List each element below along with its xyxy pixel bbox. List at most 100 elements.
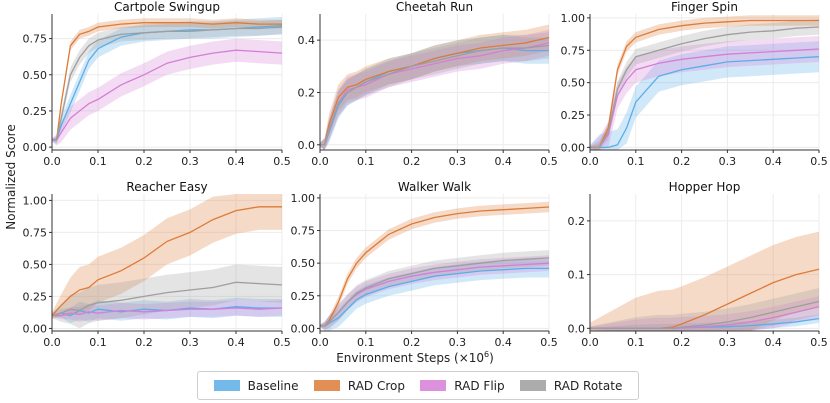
y-tick-label: 0.25 [561,109,586,122]
x-tick-label: 0.2 [673,155,691,168]
x-tick-label: 0.1 [89,336,107,349]
x-tick-label: 0.4 [494,336,512,349]
y-tick-label: 1.00 [291,192,316,205]
x-tick-label: 0.3 [181,155,199,168]
panel-title: Walker Walk [398,180,471,194]
x-tick-label: 0.1 [357,336,375,349]
panel-title: Reacher Easy [126,180,207,194]
legend-label-baseline: Baseline [247,378,299,393]
legend-item-rad-flip: RAD Flip [420,379,505,393]
y-tick-label: 0.0 [568,322,586,335]
legend-label-rad-rotate: RAD Rotate [553,378,623,393]
y-tick-label: 0.75 [23,33,48,46]
band-baseline [52,16,282,145]
band-rad-rotate [320,32,549,150]
y-tick-label: 0.25 [23,105,48,118]
band-rad-crop [320,24,549,150]
series-line-rad-crop [590,19,819,149]
panel-walker-walk: 0.0 0.1 0.2 0.3 0.4 0.5 0.00 0.25 0.50 0.75 1.00 Wa… [291,180,558,349]
series-line-rad-crop [51,206,282,317]
panel-reacher-easy: 0.0 0.1 0.2 0.3 0.4 0.5 0.00 0.25 0.50 0.75 1.00 Re… [23,180,291,349]
series-line-rad-crop [320,36,550,146]
x-tick-label: 0.1 [627,336,645,349]
x-tick-label: 0.0 [43,155,61,168]
x-tick-label: 0.0 [311,155,329,168]
x-tick-label: 0.3 [449,155,467,168]
panel-cartpole-swingup: 0.0 0.1 0.2 0.3 0.4 0.5 0.00 0.25 0.50 0.75 Cartpo… [23,0,291,168]
x-tick-label: 0.5 [273,155,291,168]
y-tick-label: 0.00 [561,141,586,154]
legend-swatch-rad-rotate [519,380,546,391]
y-tick-label: 0.00 [23,322,48,335]
band-baseline [590,314,819,331]
legend: Baseline RAD Crop RAD Flip RAD Rotate [197,371,639,400]
panel-finger-spin: 0.0 0.1 0.2 0.3 0.4 0.5 0.00 0.25 0.50 0.75 1.00 Fi… [561,0,828,168]
y-tick-label: 0.00 [291,322,316,335]
legend-label-rad-crop: RAD Crop [347,378,405,393]
x-tick-label: 0.5 [810,336,828,349]
legend-item-rad-crop: RAD Crop [313,378,405,393]
panel-title: Cheetah Run [396,0,473,14]
series-line-rad-crop [52,22,282,141]
band-rad-flip [590,296,819,331]
band-rad-rotate [590,19,819,151]
legend-swatch-rad-crop [313,380,340,391]
x-tick-label: 0.0 [581,336,599,349]
y-tick-label: 0.25 [291,290,316,303]
legend-swatch-baseline [213,380,240,391]
x-tick-label: 0.3 [181,336,199,349]
x-tick-label: 0.2 [403,336,421,349]
y-tick-label: 0.4 [298,34,316,47]
x-tick-label: 0.4 [227,155,245,168]
x-tick-label: 0.1 [357,155,375,168]
y-tick-label: 1.00 [23,194,48,207]
x-tick-label: 0.2 [135,155,153,168]
series-line-rad-rotate [320,44,550,146]
y-tick-label: 0.2 [568,215,586,228]
y-tick-label: 0.75 [561,44,586,57]
x-tick-label: 0.2 [403,155,421,168]
panel-hopper-hop: 0.0 0.1 0.2 0.3 0.4 0.5 0.0 0.1 0.2 Hopper Hop [568,180,828,349]
x-tick-label: 0.5 [540,336,558,349]
band-baseline [320,259,549,331]
x-tick-label: 0.2 [135,336,153,349]
y-tick-label: 0.50 [561,77,586,90]
panel-title: Hopper Hop [669,180,741,194]
x-tick-label: 0.3 [449,336,467,349]
x-tick-label: 0.0 [43,336,61,349]
x-axis-label: Environment Steps (×106) [336,350,494,365]
series-line-rad-rotate [590,26,820,149]
panel-title: Finger Spin [671,0,738,14]
x-tick-label: 0.5 [540,155,558,168]
y-tick-label: 0.50 [23,69,48,82]
x-tick-label: 0.4 [764,336,782,349]
y-tick-label: 0.1 [568,269,586,282]
y-tick-label: 0.50 [23,258,48,271]
series-line-rad-rotate [52,26,283,141]
x-tick-label: 0.0 [311,336,329,349]
x-tick-label: 0.4 [227,336,245,349]
band-rad-flip [320,255,549,330]
series-line-rad-rotate [320,257,550,327]
band-rad-rotate [52,19,282,144]
y-axis-label: Normalized Score [4,124,18,230]
panel-title: Cartpole Swingup [114,0,220,14]
y-tick-label: 1.00 [561,12,586,25]
x-tick-label: 0.0 [581,155,599,168]
y-tick-label: 0.2 [298,86,316,99]
x-tick-label: 0.1 [89,155,107,168]
band-rad-flip [320,29,549,151]
series-line-rad-flip [52,307,283,317]
panel-cheetah-run: 0.0 0.1 0.2 0.3 0.4 0.5 0.0 0.2 0.4 Cheetah Run [298,0,558,168]
x-tick-label: 0.4 [764,155,782,168]
legend-swatch-rad-flip [420,380,447,391]
y-tick-label: 0.0 [298,139,316,152]
x-tick-label: 0.5 [810,155,828,168]
y-tick-label: 0.50 [291,257,316,270]
x-tick-label: 0.5 [273,336,291,349]
series-line-baseline [320,267,549,327]
legend-item-rad-rotate: RAD Rotate [519,378,623,393]
band-rad-flip [590,36,819,150]
x-tick-label: 0.3 [719,155,737,168]
